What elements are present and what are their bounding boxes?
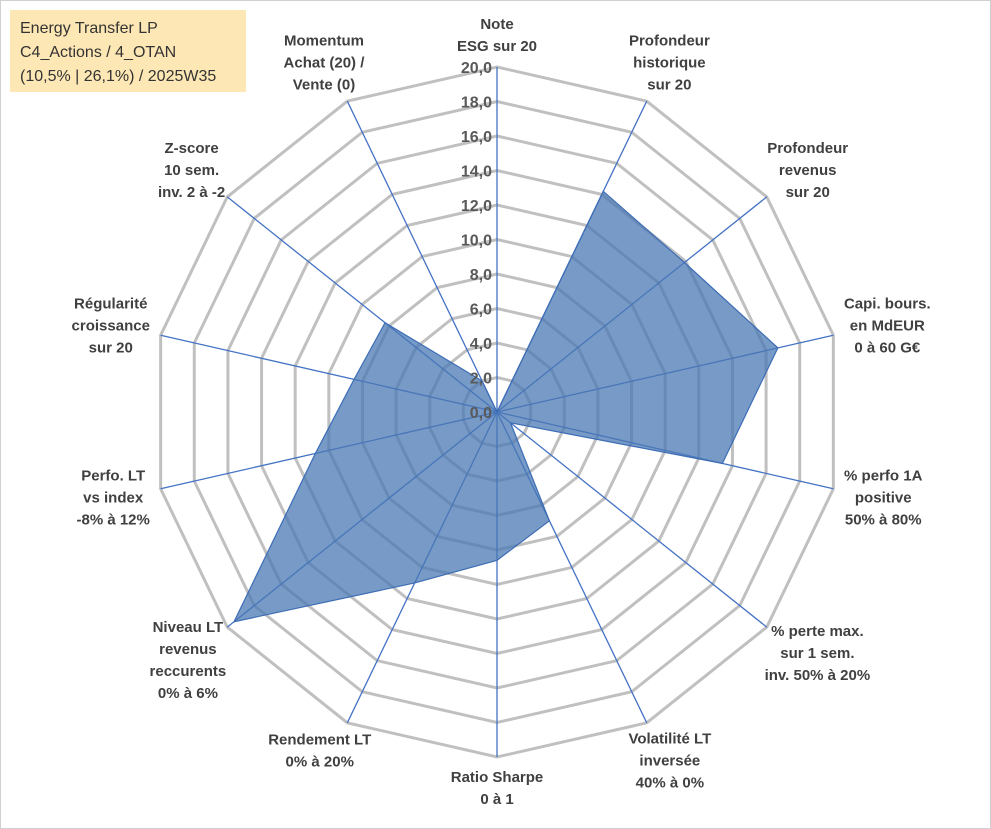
- category-label: Capi. bours. en MdEUR 0 à 60 G€: [844, 295, 931, 356]
- category-label: Niveau LT revenus reccurents 0% à 6%: [150, 619, 227, 702]
- radar-area: [232, 190, 779, 623]
- category-label: % perfo 1A positive 50% à 80%: [844, 468, 923, 529]
- category-label: Volatilité LT inversée 40% à 0%: [628, 731, 711, 792]
- r-tick-label: 14,0: [461, 164, 492, 181]
- category-label: Ratio Sharpe 0 à 1: [451, 769, 544, 808]
- category-label: Z-score 10 sem. inv. 2 à -2: [158, 140, 225, 201]
- category-label: Perfo. LT vs index -8% à 12%: [76, 468, 149, 529]
- spoke: [346, 100, 498, 413]
- category-label: Profondeur revenus sur 20: [767, 140, 848, 201]
- r-tick-label: 4,0: [470, 336, 492, 353]
- chart-title: (10,5% | 26,1%) / 2025W35: [20, 68, 216, 85]
- r-tick-label: 20,0: [461, 60, 492, 77]
- chart-title: C4_Actions / 4_OTAN: [20, 44, 176, 61]
- spoke: [496, 411, 768, 628]
- category-label: Momentum Achat (20) / Vente (0): [284, 32, 366, 93]
- r-tick-label: 8,0: [470, 267, 492, 284]
- chart-title: Energy Transfer LP: [20, 20, 158, 37]
- r-tick-label: 2,0: [470, 371, 492, 388]
- category-label: Régularité croissance sur 20: [72, 295, 150, 356]
- category-label: Profondeur historique sur 20: [629, 32, 710, 93]
- r-tick-label: 6,0: [470, 302, 492, 319]
- r-tick-label: 0,0: [470, 405, 492, 422]
- r-tick-label: 10,0: [461, 233, 492, 250]
- category-label: % perte max. sur 1 sem. inv. 50% à 20%: [765, 623, 871, 684]
- category-label: Rendement LT 0% à 20%: [268, 732, 371, 771]
- category-label: Note ESG sur 20: [457, 16, 537, 55]
- r-tick-label: 16,0: [461, 129, 492, 146]
- r-tick-label: 18,0: [461, 95, 492, 112]
- title-box: [10, 10, 246, 92]
- r-tick-label: 12,0: [461, 198, 492, 215]
